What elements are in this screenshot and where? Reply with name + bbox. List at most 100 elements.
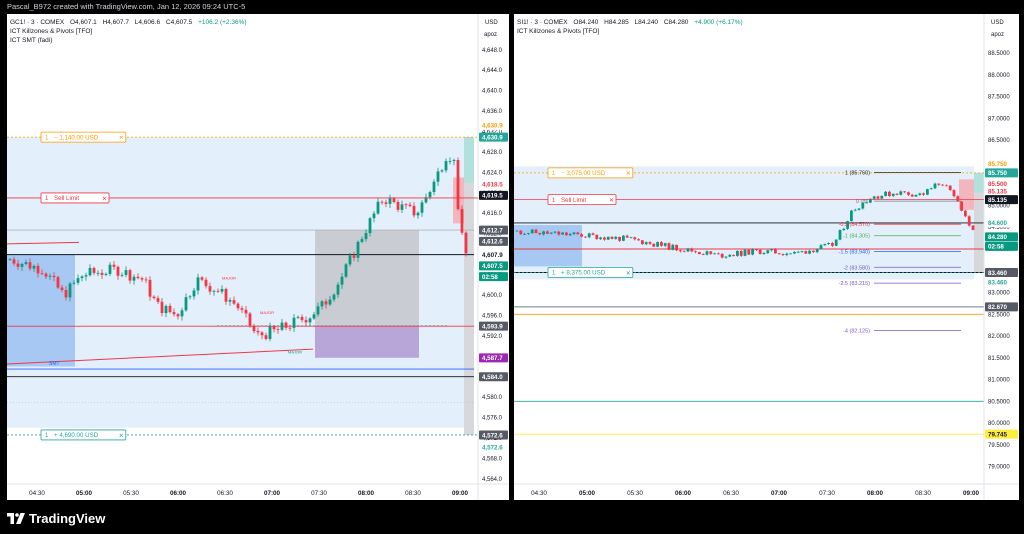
candle-body bbox=[16, 263, 20, 267]
indicator-killzones[interactable]: ICT Killzones & Pivots [TFO] bbox=[517, 28, 600, 35]
time-tick-label: 05:30 bbox=[627, 490, 643, 497]
candle-body bbox=[838, 230, 842, 240]
silver-candle bbox=[834, 239, 838, 247]
gold-candle bbox=[236, 302, 240, 311]
order-tag-box[interactable] bbox=[547, 167, 634, 179]
order-tag-box[interactable] bbox=[40, 192, 110, 204]
time-tick-label: 05:00 bbox=[76, 490, 93, 497]
silver-candle bbox=[538, 232, 542, 236]
price-tick-label: 4,580.0 bbox=[482, 395, 503, 401]
candle-body bbox=[24, 262, 28, 264]
candle-body bbox=[584, 236, 587, 238]
silver-candle bbox=[762, 252, 766, 255]
indicator-smt[interactable]: ICT SMT (fadi) bbox=[10, 37, 53, 44]
order-tag-box[interactable] bbox=[547, 194, 617, 206]
gold-legend: GC1! · 3 · COMEX O4,607.1 H4,607.7 L4,60… bbox=[10, 18, 251, 45]
gold-candle bbox=[340, 273, 344, 289]
gold-chart-pane[interactable]: GC1! · 3 · COMEX O4,607.1 H4,607.7 L4,60… bbox=[7, 14, 509, 500]
order-close-icon[interactable]: ✕ bbox=[609, 198, 614, 204]
silver-candle bbox=[572, 232, 576, 236]
currency-label[interactable]: USD bbox=[485, 20, 498, 26]
time-tick-label: 04:30 bbox=[29, 490, 45, 497]
low-value: L4,606.6 bbox=[134, 19, 161, 26]
candle-body bbox=[758, 249, 762, 255]
candle-body bbox=[408, 204, 412, 206]
candle-body bbox=[216, 290, 220, 292]
candle-body bbox=[336, 284, 340, 295]
order-close-icon[interactable]: ✕ bbox=[119, 433, 124, 439]
gold-symbol-legend[interactable]: GC1! · 3 · COMEX O4,607.1 H4,607.7 L4,60… bbox=[10, 18, 251, 27]
price-axis-label-text: 4,572.6 bbox=[482, 432, 503, 439]
candle-body bbox=[610, 236, 614, 239]
symbol-label[interactable]: GC1! · 3 · COMEX bbox=[10, 19, 65, 26]
order-qty: 1 bbox=[45, 433, 49, 439]
price-axis-label-text: 4,587.7 bbox=[482, 355, 503, 362]
silver-chart-pane[interactable]: SI1! · 3 · COMEX O84.240 H84.285 L84.240… bbox=[514, 14, 1019, 500]
order-tag-box[interactable] bbox=[40, 131, 127, 143]
major-label: MAJOR bbox=[222, 276, 236, 281]
gold-candle bbox=[64, 286, 68, 301]
silver-candle bbox=[831, 241, 834, 247]
candle-body bbox=[400, 204, 404, 210]
order-close-icon[interactable]: ✕ bbox=[626, 171, 631, 177]
order-close-icon[interactable]: ✕ bbox=[626, 271, 631, 277]
order-close-icon[interactable]: ✕ bbox=[102, 196, 107, 202]
silver-symbol-legend[interactable]: SI1! · 3 · COMEX O84.240 H84.285 L84.240… bbox=[517, 18, 747, 27]
candle-body bbox=[128, 270, 132, 281]
candle-body bbox=[20, 263, 24, 267]
candle-body bbox=[846, 221, 849, 229]
order-tag[interactable]: 1 + 8,375.00 USD ✕ bbox=[547, 267, 634, 278]
order-qty: 1 bbox=[45, 196, 49, 202]
chart-header: Pascal_B972 created with TradingView.com… bbox=[7, 2, 246, 11]
gold-candle bbox=[404, 202, 408, 209]
gold-candle bbox=[324, 298, 328, 309]
gold-candle bbox=[272, 325, 276, 333]
candle-body bbox=[884, 191, 887, 196]
candle-body bbox=[812, 250, 815, 253]
order-tag[interactable]: 1 Sell Limit ✕ bbox=[40, 192, 110, 204]
candle-body bbox=[452, 160, 456, 162]
scale-mode-label[interactable]: apoz bbox=[484, 32, 498, 38]
order-tag[interactable]: 1 − 3,075.00 USD ✕ bbox=[547, 167, 634, 179]
silver-chart-canvas[interactable]: 88.500088.000087.500087.000086.500086.00… bbox=[514, 14, 1019, 500]
candle-body bbox=[918, 193, 922, 195]
candle-body bbox=[268, 326, 272, 339]
symbol-label[interactable]: SI1! · 3 · COMEX bbox=[517, 19, 568, 26]
candle-body bbox=[948, 185, 952, 191]
candle-body bbox=[728, 254, 732, 257]
gold-candle bbox=[200, 276, 204, 282]
order-tag-box[interactable] bbox=[40, 429, 127, 441]
candle-body bbox=[770, 249, 773, 251]
gold-candle bbox=[180, 307, 184, 321]
candle-body bbox=[292, 317, 296, 328]
order-tag[interactable]: 1 Sell Limit ✕ bbox=[547, 194, 617, 206]
indicator-killzones[interactable]: ICT Killzones & Pivots [TFO] bbox=[10, 28, 93, 35]
change-value: +4.900 (+6.17%) bbox=[694, 19, 743, 26]
candle-body bbox=[284, 322, 288, 328]
price-tick-label: 88.5000 bbox=[988, 51, 1010, 57]
silver-candle bbox=[743, 249, 747, 257]
order-tag-box[interactable] bbox=[547, 267, 634, 278]
price-axis-label-bg bbox=[985, 195, 1018, 205]
candle-body bbox=[420, 202, 424, 213]
candle-body bbox=[546, 231, 549, 234]
candle-body bbox=[781, 254, 785, 256]
price-axis-label-bg bbox=[479, 353, 508, 363]
order-tag[interactable]: 1 + 4,690.00 USD ✕ bbox=[40, 429, 127, 441]
candle-body bbox=[527, 233, 530, 235]
candle-body bbox=[356, 241, 360, 258]
candle-body bbox=[44, 273, 48, 277]
silver-candle bbox=[937, 183, 941, 186]
currency-label[interactable]: USD bbox=[991, 20, 1004, 26]
silver-candle bbox=[914, 194, 918, 198]
candle-body bbox=[736, 250, 739, 256]
gold-candle bbox=[20, 262, 24, 271]
tradingview-logo[interactable]: TradingView bbox=[7, 511, 105, 526]
order-close-icon[interactable]: ✕ bbox=[119, 136, 124, 142]
gold-chart-canvas[interactable]: 4,648.0 4,644.0 4,640.0 4,636.0 4,632.0 4,628… bbox=[7, 14, 509, 500]
candle-body bbox=[660, 242, 663, 246]
gold-candle bbox=[196, 273, 200, 295]
scale-mode-label[interactable]: apoz bbox=[991, 32, 1005, 38]
order-tag[interactable]: 1 − 1,140.00 USD ✕ bbox=[40, 131, 127, 143]
silver-candle bbox=[945, 184, 948, 187]
